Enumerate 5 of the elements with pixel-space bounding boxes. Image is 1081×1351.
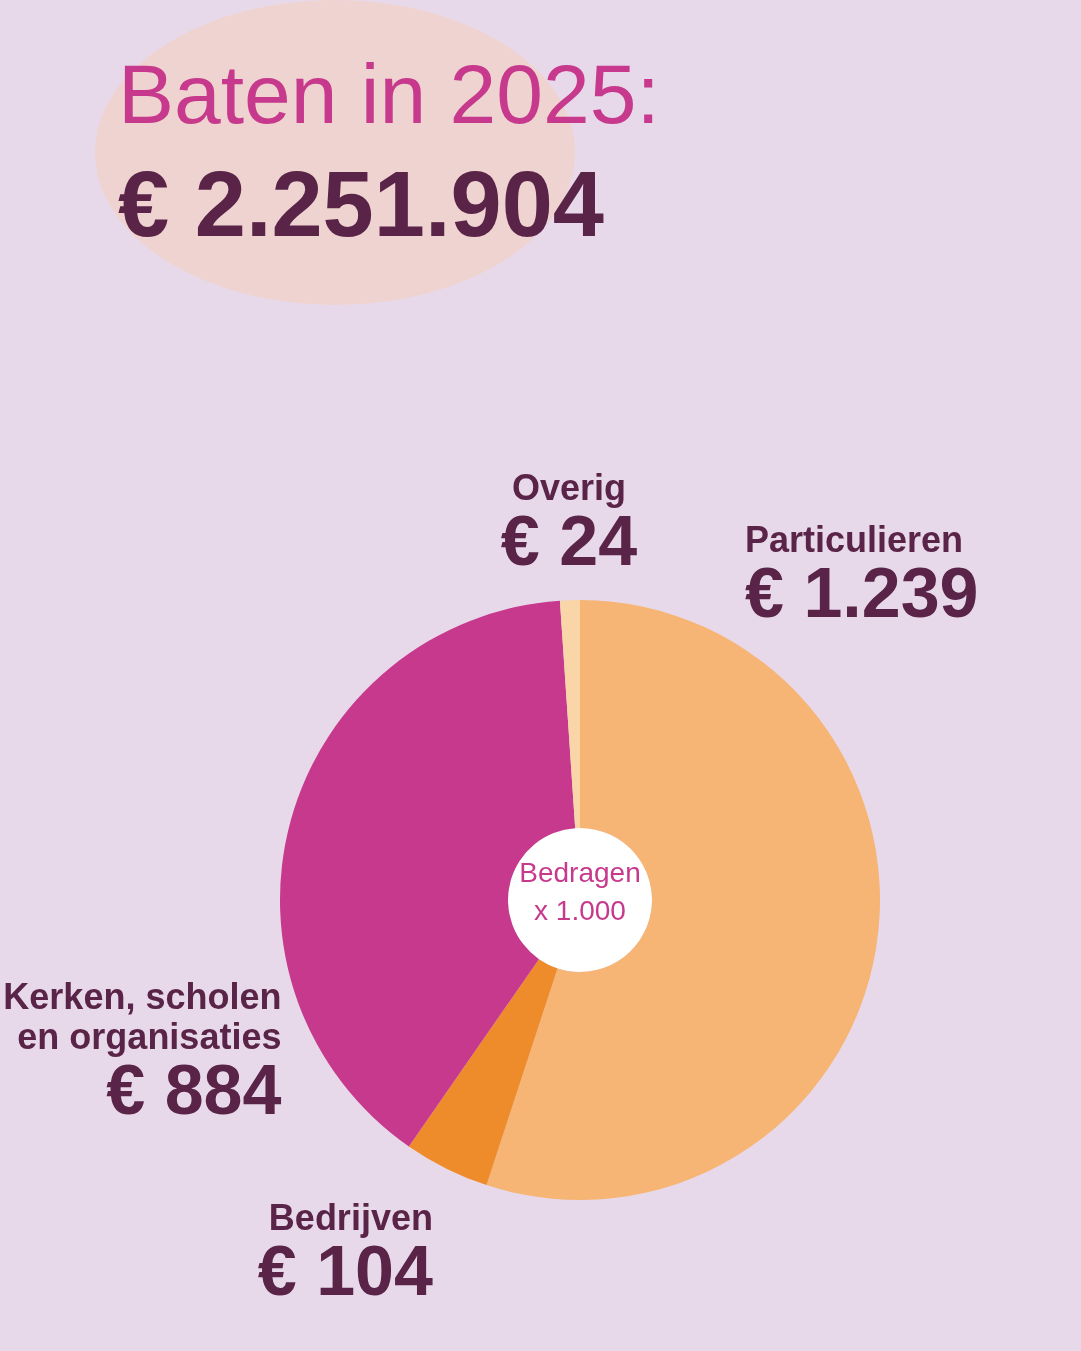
chart-subtitle: € 2.251.904 [118,153,605,255]
chart-title: Baten in 2025: [118,47,660,141]
donut-slice [408,959,558,1186]
text: Bedragen x 1.000 [518,856,642,928]
donut-slice [559,600,580,829]
